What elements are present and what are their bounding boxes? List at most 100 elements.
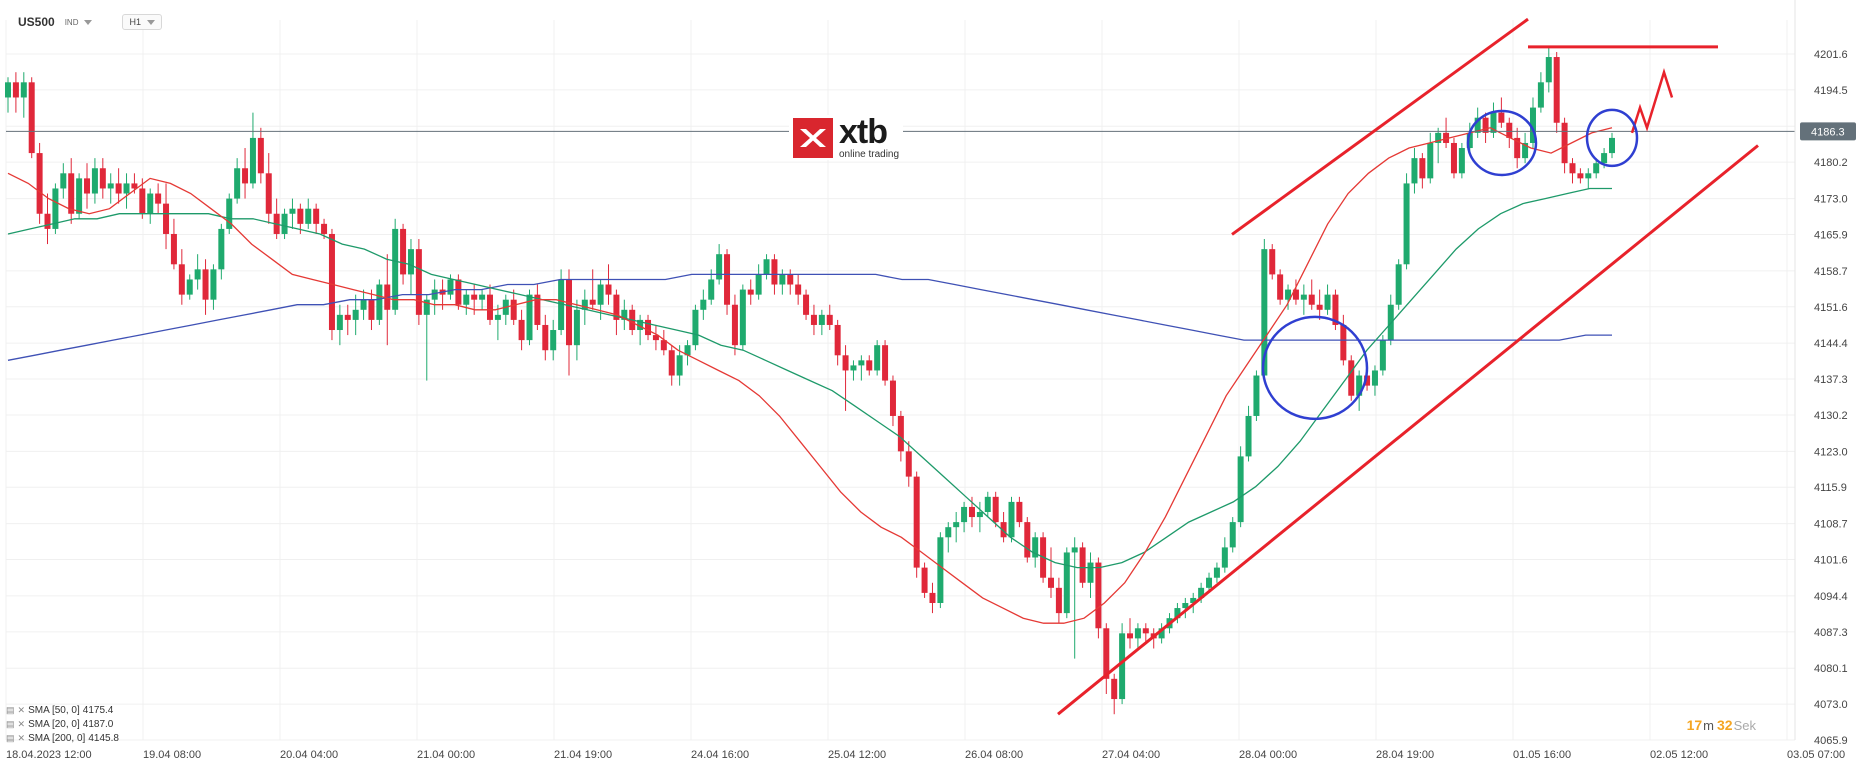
candle: [510, 289, 517, 325]
candle-body: [1103, 628, 1110, 679]
legend-row-sma20[interactable]: ▤ ✕ SMA [20, 0] 4187.0: [6, 717, 119, 731]
candle-body: [660, 340, 667, 351]
candle-body: [44, 213, 51, 229]
candle: [1443, 117, 1450, 149]
candle-body: [1174, 608, 1181, 619]
candle-body: [226, 198, 233, 229]
candle-body: [589, 299, 596, 305]
candle-body: [534, 294, 541, 325]
candle-body: [510, 299, 517, 320]
legend-row-sma50[interactable]: ▤ ✕ SMA [50, 0] 4175.4: [6, 703, 119, 717]
candle-body: [613, 294, 620, 320]
candle-body: [1316, 304, 1323, 310]
x-tick-label: 24.04 16:00: [691, 749, 749, 761]
candle-body: [1443, 132, 1450, 143]
settings-icon[interactable]: ▤: [6, 704, 15, 715]
candle: [874, 340, 881, 376]
candle-body: [210, 269, 217, 300]
candle: [242, 148, 249, 199]
candle: [652, 324, 659, 351]
candle: [700, 289, 707, 320]
x-tick-label: 28.04 19:00: [1376, 749, 1434, 761]
y-tick-label: 4108.7: [1814, 519, 1848, 531]
candle: [953, 512, 960, 543]
close-icon[interactable]: ✕: [17, 704, 26, 715]
candle-body: [1308, 294, 1315, 305]
settings-icon[interactable]: ▤: [6, 718, 15, 729]
candle-body: [810, 314, 817, 325]
candle-body: [645, 319, 652, 336]
candle: [810, 304, 817, 336]
candle: [1371, 365, 1378, 396]
candle-body: [1498, 112, 1505, 123]
candle-body: [202, 269, 209, 300]
candle: [1529, 97, 1536, 149]
close-icon[interactable]: ✕: [17, 718, 26, 729]
indicator-legend: ▤ ✕ SMA [50, 0] 4175.4 ▤ ✕ SMA [20, 0] 4…: [6, 703, 119, 745]
candle: [763, 254, 770, 280]
candle: [178, 249, 185, 305]
x-tick-label: 20.04 04:00: [280, 749, 338, 761]
candle: [961, 501, 968, 533]
candle: [1395, 259, 1402, 310]
candle: [1071, 537, 1078, 659]
candle: [866, 355, 873, 376]
candle-body: [368, 299, 375, 320]
candle: [1506, 117, 1513, 149]
sma20-line: [7, 127, 1613, 624]
candle: [1490, 102, 1497, 138]
candle-body: [1340, 324, 1347, 361]
candle-body: [968, 506, 975, 518]
candle-body: [1198, 587, 1205, 598]
candle-body: [131, 183, 138, 189]
candle: [407, 239, 414, 295]
candle-body: [1411, 158, 1418, 184]
annotation-circle: [1466, 109, 1538, 177]
candle: [921, 562, 928, 598]
x-tick-label: 21.04 00:00: [417, 749, 475, 761]
candle-body: [858, 360, 865, 366]
grid-lines: [5, 20, 1795, 741]
candle-body: [392, 228, 399, 310]
legend-row-sma200[interactable]: ▤ ✕ SMA [200, 0] 4145.8: [6, 731, 119, 745]
candle: [1079, 542, 1086, 588]
settings-icon[interactable]: ▤: [6, 732, 15, 743]
candle-body: [1047, 577, 1054, 588]
candle-body: [566, 279, 573, 346]
timeframe-selector[interactable]: H1: [122, 14, 162, 30]
y-tick-label: 4165.9: [1814, 229, 1848, 241]
candle-body: [1245, 415, 1252, 457]
candle-body: [471, 294, 478, 300]
candle: [1419, 153, 1426, 189]
candle: [1569, 158, 1576, 184]
candle: [692, 304, 699, 351]
candle: [384, 254, 391, 346]
candle: [20, 72, 27, 118]
candle: [265, 153, 272, 224]
candle: [1024, 517, 1031, 563]
candle-body: [479, 294, 486, 300]
xtb-logo: xtb online trading: [789, 115, 904, 160]
candle: [431, 279, 438, 315]
candle: [360, 289, 367, 320]
legend-value: 4145.8: [88, 732, 119, 744]
candle: [645, 314, 652, 341]
x-tick-label: 21.04 19:00: [554, 749, 612, 761]
close-icon[interactable]: ✕: [17, 732, 26, 743]
candle: [558, 269, 565, 336]
candle: [147, 188, 154, 224]
market-selector[interactable]: IND: [65, 18, 93, 27]
candle-body: [1237, 456, 1244, 523]
candle: [313, 203, 320, 234]
candle-body: [1079, 547, 1086, 583]
candle-body: [621, 309, 628, 320]
candle-body: [637, 319, 644, 331]
candle: [1435, 127, 1442, 164]
symbol-label[interactable]: US500: [18, 15, 55, 29]
candle: [779, 269, 786, 295]
legend-value: 4187.0: [82, 718, 114, 730]
candle-body: [218, 228, 225, 270]
candle-body: [1490, 112, 1497, 133]
